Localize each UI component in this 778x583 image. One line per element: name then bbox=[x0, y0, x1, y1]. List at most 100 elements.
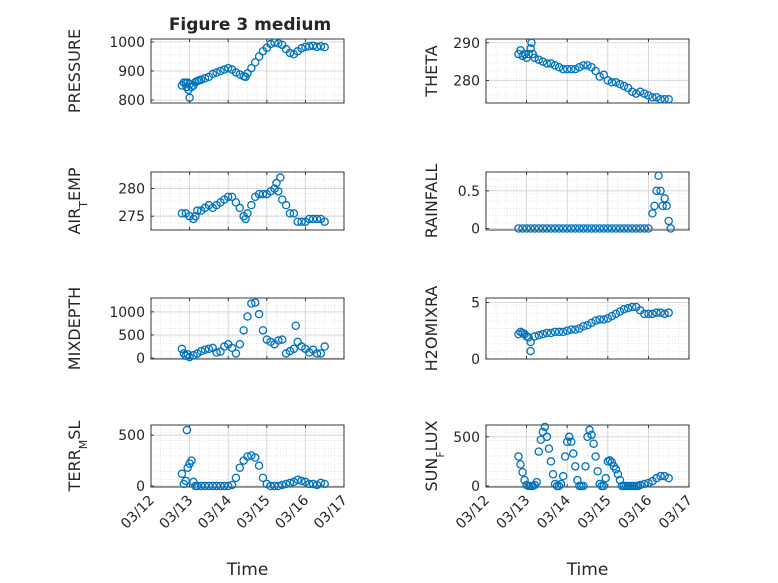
point-5-24 bbox=[599, 315, 608, 324]
point-7-13 bbox=[540, 422, 550, 432]
point-2-20 bbox=[247, 200, 256, 210]
point-1-34 bbox=[636, 87, 645, 96]
point-5-28 bbox=[615, 307, 625, 316]
point-5-10 bbox=[542, 328, 552, 338]
point-0-37 bbox=[297, 44, 306, 53]
point-0-13 bbox=[208, 69, 218, 79]
xtick-label-7-2: 03/14 bbox=[534, 492, 574, 532]
point-5-9 bbox=[538, 329, 548, 339]
point-1-25 bbox=[599, 70, 608, 80]
point-5-11 bbox=[546, 328, 556, 338]
point-5-31 bbox=[627, 302, 637, 312]
point-1-14 bbox=[554, 62, 564, 72]
point-2-19 bbox=[243, 209, 252, 218]
point-3-42 bbox=[666, 224, 675, 233]
point-3-23 bbox=[607, 224, 617, 233]
ytick-label-5-1: 5 bbox=[471, 296, 480, 312]
ytick-label-1-0: 280 bbox=[453, 73, 480, 89]
point-1-32 bbox=[627, 87, 637, 96]
point-3-16 bbox=[579, 224, 588, 233]
point-4-39 bbox=[320, 342, 329, 351]
point-6-41 bbox=[320, 479, 329, 489]
point-4-17 bbox=[235, 339, 245, 349]
point-1-36 bbox=[644, 91, 653, 100]
axes-box-3 bbox=[485, 171, 690, 231]
point-2-38 bbox=[312, 214, 322, 224]
point-5-36 bbox=[648, 309, 657, 319]
point-7-14 bbox=[542, 432, 552, 442]
axes-box-6 bbox=[150, 424, 345, 488]
point-7-26 bbox=[567, 437, 576, 446]
ylabel-5: H2OMIXRA bbox=[422, 286, 441, 372]
point-1-29 bbox=[615, 79, 625, 89]
point-5-29 bbox=[619, 305, 629, 314]
point-0-38 bbox=[301, 42, 310, 52]
point-5-21 bbox=[587, 318, 596, 328]
point-0-31 bbox=[274, 39, 283, 48]
point-4-19 bbox=[243, 312, 252, 321]
point-1-37 bbox=[648, 93, 657, 102]
xtick-label-6-0: 03/12 bbox=[118, 493, 158, 533]
point-7-43 bbox=[601, 473, 611, 483]
point-2-15 bbox=[231, 198, 241, 207]
point-3-37 bbox=[656, 186, 665, 196]
point-3-35 bbox=[652, 186, 661, 196]
point-5-26 bbox=[607, 311, 617, 321]
point-3-3 bbox=[526, 224, 535, 233]
point-3-22 bbox=[603, 224, 613, 233]
point-2-13 bbox=[223, 192, 233, 202]
point-3-10 bbox=[554, 224, 564, 233]
point-7-12 bbox=[538, 427, 548, 437]
point-1-5 bbox=[524, 49, 533, 59]
point-1-20 bbox=[579, 61, 588, 70]
point-5-41 bbox=[526, 346, 535, 356]
point-7-1 bbox=[516, 460, 525, 469]
axes-box-4 bbox=[150, 297, 345, 360]
point-1-19 bbox=[575, 62, 584, 72]
point-5-14 bbox=[558, 327, 568, 337]
point-6-34 bbox=[293, 475, 302, 485]
point-4-23 bbox=[258, 326, 268, 335]
point-6-0 bbox=[177, 469, 187, 479]
point-3-6 bbox=[538, 224, 548, 233]
point-5-12 bbox=[550, 327, 560, 337]
point-5-20 bbox=[583, 320, 592, 330]
point-7-23 bbox=[560, 452, 570, 461]
subplot-2: 275 280 AIRTEMP bbox=[65, 167, 345, 235]
point-3-30 bbox=[636, 224, 645, 233]
point-5-6 bbox=[526, 337, 535, 347]
point-7-24 bbox=[562, 437, 572, 446]
ytick-label-2-1: 280 bbox=[118, 182, 145, 198]
point-5-37 bbox=[652, 308, 661, 317]
point-0-15 bbox=[216, 66, 225, 76]
point-0-42 bbox=[316, 42, 326, 51]
point-7-28 bbox=[571, 462, 580, 471]
xtick-label-6-1: 03/13 bbox=[157, 493, 197, 533]
point-5-25 bbox=[603, 314, 613, 323]
xtick-label-6-3: 03/15 bbox=[234, 493, 274, 533]
ylabel-6-sub: M bbox=[77, 440, 90, 450]
subplot-3: 0 0.5 RAINFALL bbox=[422, 164, 690, 238]
point-1-24 bbox=[595, 72, 604, 81]
point-3-19 bbox=[591, 224, 600, 233]
point-3-11 bbox=[558, 224, 568, 233]
point-3-1 bbox=[518, 224, 527, 233]
xtick-label-6-5: 03/17 bbox=[311, 493, 351, 533]
point-6-31 bbox=[281, 479, 291, 489]
point-7-15 bbox=[544, 444, 554, 453]
point-7-48 bbox=[611, 465, 621, 474]
ytick-label-0-2: 1000 bbox=[109, 35, 145, 51]
point-2-5 bbox=[193, 206, 202, 215]
point-7-3 bbox=[520, 475, 529, 485]
point-4-0 bbox=[177, 344, 187, 354]
point-3-29 bbox=[631, 224, 641, 233]
point-3-14 bbox=[571, 224, 580, 233]
subplot-0: 800 900 1000 PRESSURE bbox=[65, 29, 345, 113]
ytick-label-4-0: 0 bbox=[136, 351, 145, 367]
ylabel-7-sub: F bbox=[434, 451, 447, 457]
point-0-46 bbox=[182, 82, 191, 92]
point-5-38 bbox=[656, 308, 665, 317]
point-5-39 bbox=[660, 309, 669, 319]
ylabel-0: PRESSURE bbox=[65, 29, 84, 113]
